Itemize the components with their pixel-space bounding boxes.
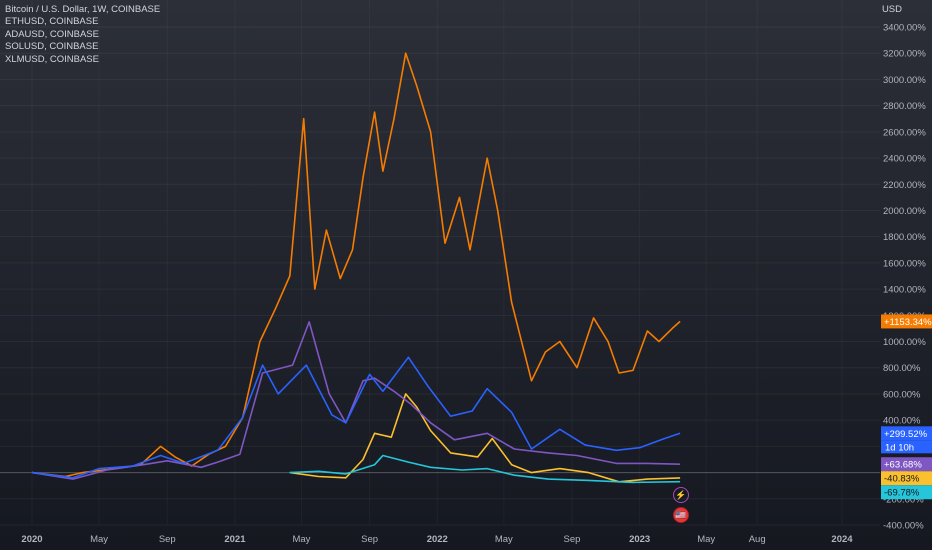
price-badge-label: -69.78% xyxy=(884,488,920,499)
currency-label: USD xyxy=(881,4,902,15)
y-tick-label: 2600.00% xyxy=(883,127,926,138)
x-tick-label: Sep xyxy=(564,534,581,545)
price-badge-btcusd xyxy=(881,485,932,500)
x-tick-label: Sep xyxy=(159,534,176,545)
y-tick-label: -200.00% xyxy=(883,494,924,505)
x-tick-label: 2021 xyxy=(224,534,246,545)
price-badge-solusd xyxy=(881,314,932,329)
y-tick-label: 3200.00% xyxy=(883,49,926,60)
x-tick-label: 2022 xyxy=(427,534,448,545)
y-tick-label: 600.00% xyxy=(883,389,921,400)
series-line-ethusd[interactable] xyxy=(31,356,681,479)
series-line-btcusd[interactable] xyxy=(289,454,681,484)
x-axis: 2020 May Sep 2021 May Sep 2022 May Sep 2023 May Aug… xyxy=(21,534,853,545)
y-tick-label: 2800.00% xyxy=(883,101,926,112)
y-tick-label: 3400.00% xyxy=(883,23,926,34)
y-tick-label: 1800.00% xyxy=(883,232,926,243)
price-badge-label: -40.83% xyxy=(884,474,920,485)
series-lines xyxy=(31,52,681,484)
x-tick-label: 2020 xyxy=(21,534,42,545)
y-tick-label: 2400.00% xyxy=(883,154,926,165)
y-tick-label: 800.00% xyxy=(883,363,921,374)
legend-main[interactable]: Bitcoin / U.S. Dollar, 1W, COINBASE xyxy=(5,4,161,15)
grid xyxy=(0,0,880,525)
x-tick-label: Sep xyxy=(361,534,378,545)
y-tick-label: 2000.00% xyxy=(883,206,926,217)
x-tick-label: May xyxy=(90,534,108,545)
y-tick-label: 400.00% xyxy=(883,416,921,427)
y-tick-label: 1400.00% xyxy=(883,285,926,296)
legend-item-xlmusd[interactable]: XLMUSD, COINBASE xyxy=(5,53,99,65)
y-tick-label: 2200.00% xyxy=(883,180,926,191)
price-badge-adausd xyxy=(881,457,932,472)
y-tick-label: 1000.00% xyxy=(883,337,926,348)
x-tick-label: 2024 xyxy=(831,534,853,545)
y-tick-label: -400.00% xyxy=(883,521,924,532)
price-badge-label: +63.68% xyxy=(884,460,922,471)
legend-item-adausd[interactable]: ADAUSD, COINBASE xyxy=(5,28,99,40)
legend-item-solusd[interactable]: SOLUSD, COINBASE xyxy=(5,41,99,53)
x-tick-label: Aug xyxy=(749,534,766,545)
y-tick-label: 1600.00% xyxy=(883,258,926,269)
series-line-xlmusd[interactable] xyxy=(289,393,681,483)
chart-legend: Bitcoin / U.S. Dollar, 1W, COINBASE ETHU… xyxy=(5,4,160,66)
price-badge-ethusd xyxy=(881,426,932,441)
x-tick-label: May xyxy=(697,534,715,545)
y-tick-label: 3000.00% xyxy=(883,75,926,86)
timer-badge xyxy=(881,440,932,454)
price-badge-label: +1153.34% xyxy=(884,317,932,328)
x-tick-label: 2023 xyxy=(629,534,650,545)
x-tick-label: May xyxy=(292,534,310,545)
us-flag-icon[interactable]: 🇺🇸 xyxy=(673,507,689,523)
legend-item-ethusd[interactable]: ETHUSD, COINBASE xyxy=(5,16,99,28)
price-badge-label: +299.52% xyxy=(884,429,928,440)
price-badge-xlmusd xyxy=(881,471,932,486)
lightning-icon[interactable]: ⚡ xyxy=(673,487,689,503)
series-line-adausd[interactable] xyxy=(31,321,681,480)
y-axis: 3400.00% 3200.00% 3000.00% 2800.00% 2600.00%… xyxy=(883,23,926,532)
series-line-solusd[interactable] xyxy=(31,52,681,478)
timer-label: 1d 10h xyxy=(885,442,914,453)
x-tick-label: May xyxy=(495,534,513,545)
price-badges: +1153.34% +299.52% 1d 10h +63.68% -40.83% -69… xyxy=(881,314,932,500)
